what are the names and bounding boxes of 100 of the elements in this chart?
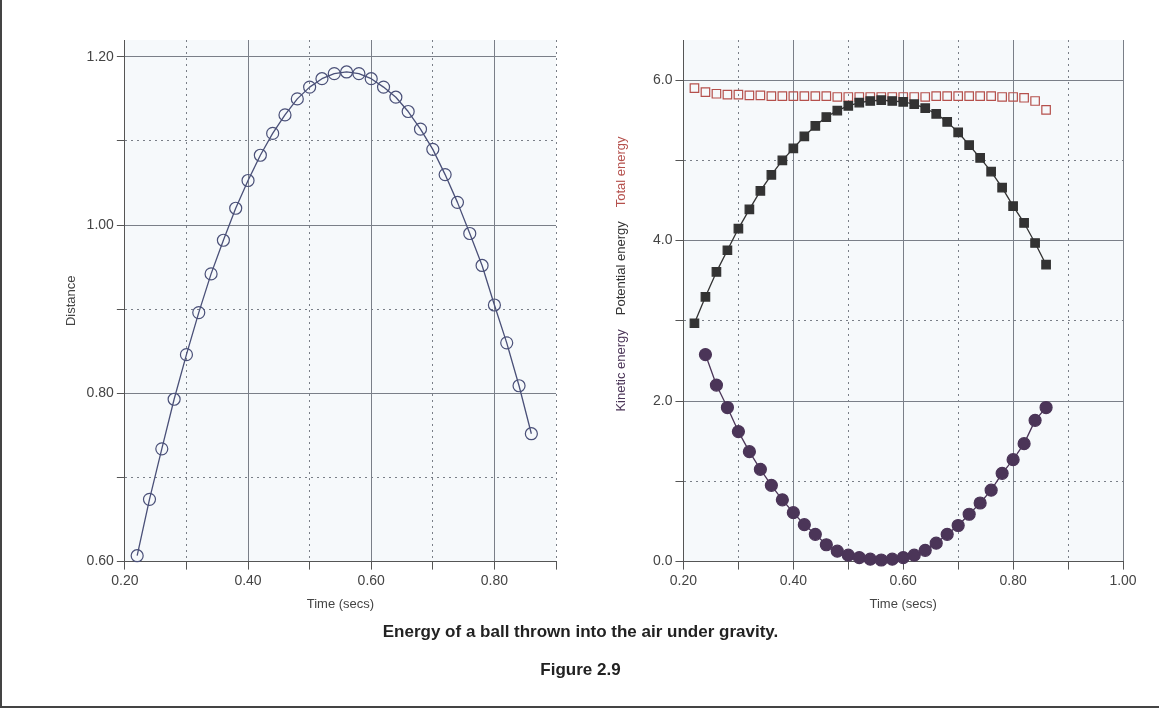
point — [766, 169, 777, 180]
point — [995, 466, 1009, 480]
point — [830, 544, 844, 558]
point — [1039, 400, 1053, 415]
point — [777, 155, 788, 166]
point — [742, 445, 756, 459]
point — [744, 90, 755, 101]
point — [810, 121, 821, 131]
point — [450, 195, 465, 209]
x-tick-label: 0.40 — [234, 571, 262, 588]
point — [1006, 453, 1020, 467]
point — [253, 148, 267, 162]
point — [788, 143, 799, 154]
point — [896, 550, 910, 565]
point — [192, 305, 206, 320]
point — [986, 166, 996, 177]
point — [130, 549, 144, 563]
point — [1019, 92, 1029, 103]
point — [204, 267, 218, 281]
point — [841, 548, 855, 562]
point — [1030, 96, 1040, 106]
point — [810, 91, 821, 102]
y-tick-label: 1.00 — [86, 215, 115, 232]
point — [854, 97, 865, 108]
point — [426, 142, 440, 156]
point — [986, 91, 996, 102]
point — [973, 496, 987, 510]
point — [885, 552, 899, 566]
point — [1030, 238, 1040, 248]
x-tick-label: 0.60 — [889, 571, 918, 588]
text: Kinetic energy — [613, 328, 629, 412]
point — [698, 347, 713, 362]
point — [266, 126, 280, 140]
point — [1008, 201, 1018, 211]
point — [865, 96, 876, 106]
point — [788, 91, 799, 102]
point — [327, 67, 341, 81]
point — [1019, 218, 1029, 228]
point — [808, 527, 822, 541]
point — [832, 105, 843, 116]
point — [929, 536, 943, 550]
point — [364, 72, 378, 86]
point — [942, 91, 953, 102]
y-tick-label: 1.20 — [86, 47, 115, 64]
point — [179, 348, 194, 362]
point — [819, 538, 833, 552]
point — [953, 91, 964, 102]
point — [155, 442, 169, 456]
point — [764, 478, 778, 492]
text: Energy of a ball thrown into the air under gravity. — [381, 622, 780, 642]
point — [909, 99, 920, 110]
x-axis-title: Time (secs) — [869, 595, 937, 611]
point — [920, 103, 931, 114]
point — [475, 258, 489, 273]
point — [753, 462, 767, 476]
point — [843, 92, 854, 102]
point — [722, 89, 733, 100]
point — [951, 518, 965, 533]
point — [964, 91, 974, 102]
point — [438, 168, 452, 182]
point — [401, 104, 415, 119]
point — [1041, 104, 1051, 115]
point — [898, 96, 909, 107]
point — [229, 201, 243, 215]
point — [777, 91, 788, 102]
y-tick-label: 4.0 — [652, 231, 673, 248]
point — [997, 92, 1007, 102]
y-tick-label: 6.0 — [652, 70, 673, 87]
point — [524, 427, 538, 441]
x-tick-label: 0.20 — [669, 571, 698, 588]
y-tick-label: 0.80 — [86, 384, 115, 401]
point — [775, 493, 789, 507]
point — [315, 72, 329, 86]
point — [352, 67, 366, 81]
point — [887, 96, 898, 106]
point — [874, 553, 888, 567]
point — [339, 65, 354, 79]
point — [821, 91, 832, 102]
point — [1041, 259, 1051, 270]
point — [720, 400, 735, 415]
point — [241, 173, 255, 188]
y-axis-title: Distance — [63, 275, 79, 327]
point — [1028, 413, 1042, 427]
x-tick-label: 0.20 — [111, 571, 139, 588]
point — [909, 92, 920, 102]
point — [700, 291, 711, 302]
point — [731, 425, 745, 439]
point — [940, 527, 954, 541]
point — [799, 131, 810, 142]
text: Total energy — [613, 135, 629, 208]
point — [931, 91, 942, 102]
y-tick-label: 2.0 — [652, 391, 673, 408]
point — [984, 483, 998, 497]
point — [700, 87, 711, 97]
point — [142, 492, 157, 506]
point — [303, 80, 317, 94]
point — [1008, 92, 1018, 102]
point — [389, 90, 403, 104]
y-tick-label: 0.0 — [652, 552, 673, 569]
point — [997, 182, 1007, 193]
